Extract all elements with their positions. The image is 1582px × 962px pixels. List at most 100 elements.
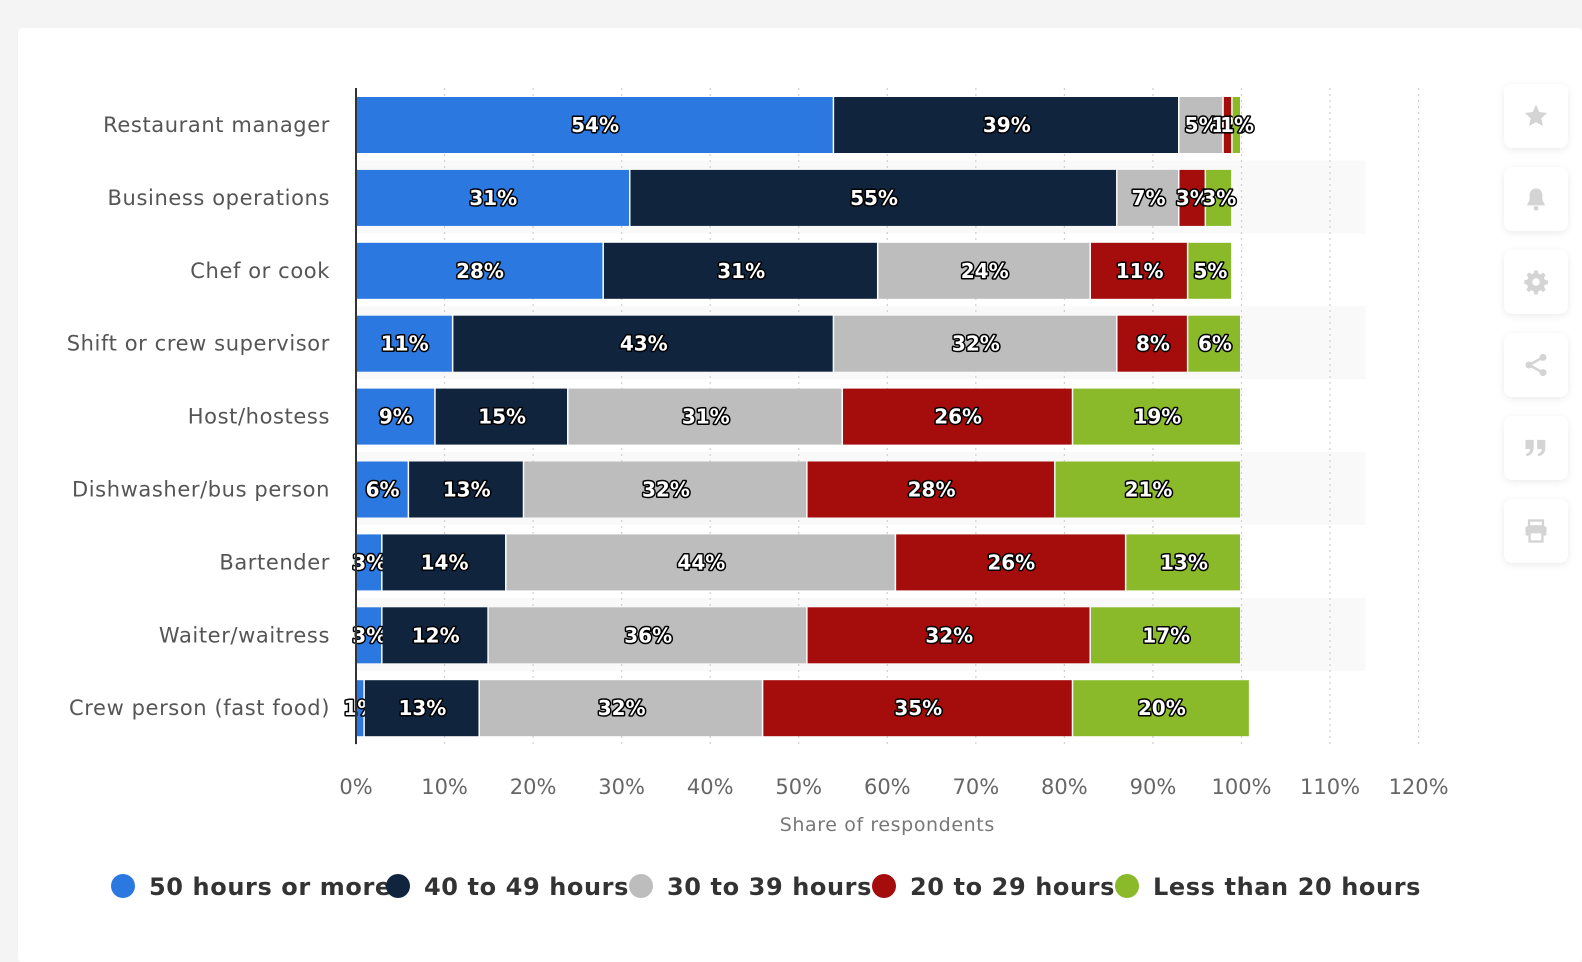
bar-value-label: 11% — [1116, 259, 1164, 283]
bar-value-label: 26% — [934, 405, 982, 429]
bar-segment[interactable] — [834, 315, 1117, 372]
print-button[interactable] — [1504, 499, 1568, 563]
x-tick-label: 20% — [510, 775, 557, 799]
bar-segment[interactable] — [1179, 97, 1223, 153]
legend-marker[interactable] — [111, 874, 135, 898]
bar-value-label: 5% — [1194, 259, 1228, 283]
bar-segment[interactable] — [896, 534, 1125, 591]
category-label: Business operations — [108, 186, 330, 210]
category-label: Host/hostess — [188, 405, 330, 429]
bar-segment[interactable] — [356, 607, 382, 664]
bar-value-label: 35% — [894, 696, 942, 720]
settings-button[interactable] — [1504, 250, 1568, 314]
legend-label[interactable]: 40 to 49 hours — [424, 873, 629, 901]
bar-value-label: 24% — [961, 259, 1009, 283]
bar-segment[interactable] — [1055, 461, 1240, 518]
bar-value-label: 32% — [642, 478, 690, 502]
bar-segment[interactable] — [568, 388, 842, 445]
bar-segment[interactable] — [1090, 607, 1240, 664]
bar-segment[interactable] — [878, 242, 1090, 299]
bar-segment[interactable] — [1117, 315, 1187, 372]
bar-segment[interactable] — [1206, 169, 1232, 226]
bar-segment[interactable] — [479, 680, 762, 737]
bar-value-label: 13% — [1160, 550, 1208, 574]
legend-label[interactable]: 20 to 29 hours — [910, 873, 1115, 901]
chart-card: 54% 39% 5% 1% 1% 31% 55% 7% 3% 3% 28% 31% 24% 11% 5% 11… — [18, 28, 1582, 962]
bar-value-label: 43% — [620, 332, 668, 356]
bar-segment[interactable] — [382, 607, 488, 664]
bar-segment[interactable] — [356, 461, 408, 518]
bar-segment[interactable] — [834, 97, 1179, 153]
bar-segment[interactable] — [356, 534, 382, 591]
bar-segment[interactable] — [1188, 242, 1232, 299]
x-tick-label: 100% — [1211, 775, 1271, 799]
bar-value-label: 6% — [366, 478, 400, 502]
bar-segment[interactable] — [1090, 242, 1187, 299]
bar-segment[interactable] — [409, 461, 523, 518]
bar-value-label: 28% — [908, 478, 956, 502]
bar-segment[interactable] — [1223, 97, 1232, 153]
legend-label[interactable]: 50 hours or more — [149, 873, 392, 901]
legend-marker[interactable] — [629, 874, 653, 898]
bar-value-label: 20% — [1138, 696, 1186, 720]
bar-value-label: 26% — [987, 550, 1035, 574]
bar-segment[interactable] — [603, 242, 877, 299]
bar-value-label: 14% — [421, 550, 469, 574]
bar-segment[interactable] — [763, 680, 1072, 737]
bar-segment[interactable] — [506, 534, 895, 591]
x-tick-label: 70% — [953, 775, 1000, 799]
bar-segment[interactable] — [1073, 680, 1249, 737]
notification-button[interactable] — [1504, 167, 1568, 231]
bar-segment[interactable] — [1232, 97, 1240, 153]
bar-segment[interactable] — [356, 315, 452, 372]
bar-segment[interactable] — [364, 680, 479, 737]
bar-segment[interactable] — [1179, 169, 1205, 226]
bar-segment[interactable] — [382, 534, 506, 591]
bar-value-label: 21% — [1125, 478, 1173, 502]
bar-segment[interactable] — [630, 169, 1117, 226]
bell-icon — [1527, 188, 1545, 211]
legend-marker[interactable] — [872, 874, 896, 898]
bar-segment[interactable] — [356, 97, 833, 153]
legend-marker[interactable] — [1115, 874, 1139, 898]
quote-icon — [1525, 439, 1546, 457]
category-label: Bartender — [219, 550, 330, 574]
bar-value-label: 54% — [571, 113, 619, 137]
x-tick-label: 110% — [1300, 775, 1360, 799]
bar-segment[interactable] — [807, 461, 1055, 518]
bar-segment[interactable] — [488, 607, 807, 664]
favorite-button[interactable] — [1504, 84, 1568, 148]
legend-label[interactable]: Less than 20 hours — [1153, 873, 1421, 901]
bar-segment[interactable] — [435, 388, 568, 445]
category-label: Dishwasher/bus person — [72, 478, 330, 502]
bar-segment[interactable] — [453, 315, 833, 372]
bar-value-label: 28% — [456, 259, 504, 283]
legend-label[interactable]: 30 to 39 hours — [667, 873, 872, 901]
bar-value-label: 9% — [379, 405, 413, 429]
category-label: Crew person (fast food) — [69, 696, 330, 720]
bar-value-label: 3% — [352, 550, 386, 574]
chart-toolbar — [1504, 84, 1568, 582]
x-tick-label: 30% — [598, 775, 645, 799]
legend: 50 hours or more 40 to 49 hours 30 to 39 h… — [111, 873, 1421, 901]
x-tick-label: 10% — [421, 775, 468, 799]
bar-segment[interactable] — [524, 461, 807, 518]
bar-value-label: 12% — [412, 623, 460, 647]
bar-segment[interactable] — [1117, 169, 1179, 226]
bar-segment[interactable] — [1126, 534, 1240, 591]
x-axis-title: Share of respondents — [780, 814, 995, 836]
legend-marker[interactable] — [386, 874, 410, 898]
bar-segment[interactable] — [356, 242, 603, 299]
bar-segment[interactable] — [356, 169, 630, 226]
bar-segment[interactable] — [356, 680, 364, 737]
bar-segment[interactable] — [356, 388, 435, 445]
print-icon — [1525, 519, 1547, 543]
bar-segment[interactable] — [1188, 315, 1240, 372]
bar-segment[interactable] — [807, 607, 1090, 664]
bar-segment[interactable] — [1073, 388, 1240, 445]
bar-segment[interactable] — [843, 388, 1072, 445]
share-button[interactable] — [1504, 333, 1568, 397]
bar-value-label: 8% — [1136, 332, 1170, 356]
cite-button[interactable] — [1504, 416, 1568, 480]
bars: 54% 39% 5%1%1%31% 55% 7% 3%3%28% 31% 24% 11% 5%11… — [342, 97, 1256, 737]
